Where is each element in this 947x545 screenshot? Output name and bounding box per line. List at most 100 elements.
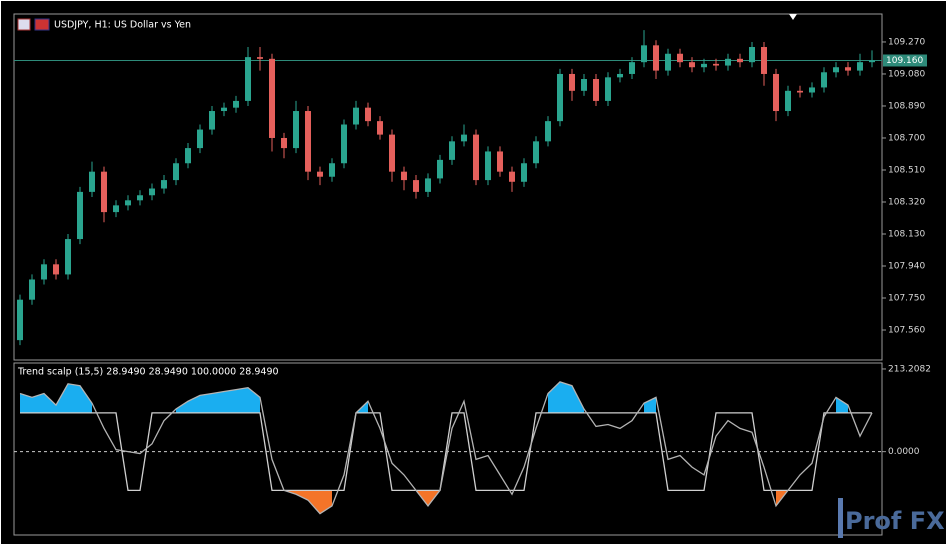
- candle-body: [353, 107, 359, 125]
- candle-body: [533, 141, 539, 164]
- up-fill: [212, 391, 224, 413]
- candle-body: [521, 163, 527, 182]
- y-tick-label: 213.2082: [888, 364, 931, 374]
- candle-body: [605, 77, 611, 101]
- candle-body: [809, 87, 815, 93]
- candle-body: [185, 148, 191, 164]
- candle-body: [857, 62, 863, 71]
- candle-body: [785, 90, 791, 112]
- up-fill: [56, 383, 68, 413]
- candle-body: [389, 134, 395, 172]
- candle-body: [161, 180, 167, 189]
- watermark: Prof FX: [845, 507, 945, 535]
- candle-body: [113, 205, 119, 213]
- candle-body: [173, 163, 179, 181]
- down-fill: [320, 490, 332, 514]
- up-fill: [200, 393, 212, 413]
- candle-body: [485, 151, 491, 181]
- y-tick-label: 107.940: [888, 262, 925, 272]
- price-panel: [13, 13, 883, 361]
- candle-body: [701, 63, 707, 68]
- up-fill: [644, 397, 656, 413]
- candle-body: [713, 63, 719, 66]
- candle-body: [869, 60, 875, 63]
- candle-body: [665, 53, 671, 71]
- candle-body: [341, 124, 347, 164]
- candle-body: [761, 47, 767, 74]
- up-fill: [548, 381, 560, 413]
- down-fill: [308, 490, 320, 514]
- candle-body: [545, 121, 551, 142]
- y-tick-label: 108.510: [888, 165, 925, 175]
- candle-body: [749, 47, 755, 63]
- candle-body: [773, 73, 779, 112]
- y-tick-label: 109.080: [888, 69, 925, 79]
- candle-body: [77, 191, 83, 240]
- watermark-icon: [838, 498, 843, 538]
- price-label: 109.160: [886, 56, 923, 66]
- indicator-panel: [13, 362, 883, 536]
- candle-body: [257, 57, 263, 59]
- down-fill: [296, 490, 308, 501]
- candle-body: [17, 299, 23, 341]
- up-fill: [20, 393, 32, 413]
- candle-body: [725, 58, 731, 66]
- candle-body: [329, 163, 335, 177]
- up-fill: [224, 389, 236, 413]
- candle-body: [461, 134, 467, 142]
- candle-body: [833, 67, 839, 73]
- candle-body: [53, 264, 59, 275]
- candle-body: [197, 129, 203, 149]
- shift-marker: [789, 14, 797, 20]
- candle-body: [317, 171, 323, 177]
- candle-body: [677, 53, 683, 63]
- candle-body: [65, 239, 71, 275]
- candle-body: [797, 90, 803, 93]
- candle-body: [137, 195, 143, 201]
- candle-body: [569, 73, 575, 91]
- candle-body: [125, 200, 131, 206]
- candle-body: [377, 121, 383, 135]
- up-fill: [248, 387, 260, 413]
- candle-body: [845, 67, 851, 71]
- candle-body: [509, 171, 515, 182]
- y-tick-label: 108.130: [888, 229, 925, 239]
- candle-body: [737, 58, 743, 63]
- up-fill: [32, 393, 44, 413]
- candle-body: [89, 171, 95, 192]
- candle-body: [437, 159, 443, 179]
- up-fill: [836, 397, 848, 413]
- y-tick-label: 107.750: [888, 294, 925, 304]
- candle-body: [557, 73, 563, 122]
- candle-body: [425, 178, 431, 192]
- candle-body: [641, 45, 647, 63]
- candle-body: [29, 279, 35, 300]
- price-label-box: [883, 54, 927, 67]
- candle-body: [281, 137, 287, 149]
- candle-body: [629, 62, 635, 74]
- up-fill: [68, 383, 80, 413]
- up-fill: [80, 385, 92, 413]
- indicator-title: Trend scalp (15,5) 28.9490 28.9490 100.0…: [17, 367, 279, 378]
- up-fill: [176, 401, 188, 413]
- candle-body: [401, 171, 407, 181]
- y-tick-label: 108.890: [888, 101, 925, 111]
- candle-body: [221, 107, 227, 112]
- candle-body: [293, 111, 299, 149]
- candle-body: [233, 100, 239, 108]
- candle-body: [581, 79, 587, 91]
- flag-icon: [34, 18, 50, 31]
- candle-body: [821, 72, 827, 88]
- candle-body: [653, 45, 659, 71]
- y-tick-label: 109.270: [888, 37, 925, 47]
- candle-body: [689, 62, 695, 68]
- candle-body: [413, 180, 419, 192]
- window-icon: [17, 18, 31, 31]
- up-fill: [236, 387, 248, 413]
- candle-body: [41, 264, 47, 280]
- candle-body: [617, 73, 623, 78]
- chart-title: USDJPY, H1: US Dollar vs Yen: [54, 20, 191, 31]
- indicator-line: [19, 381, 873, 515]
